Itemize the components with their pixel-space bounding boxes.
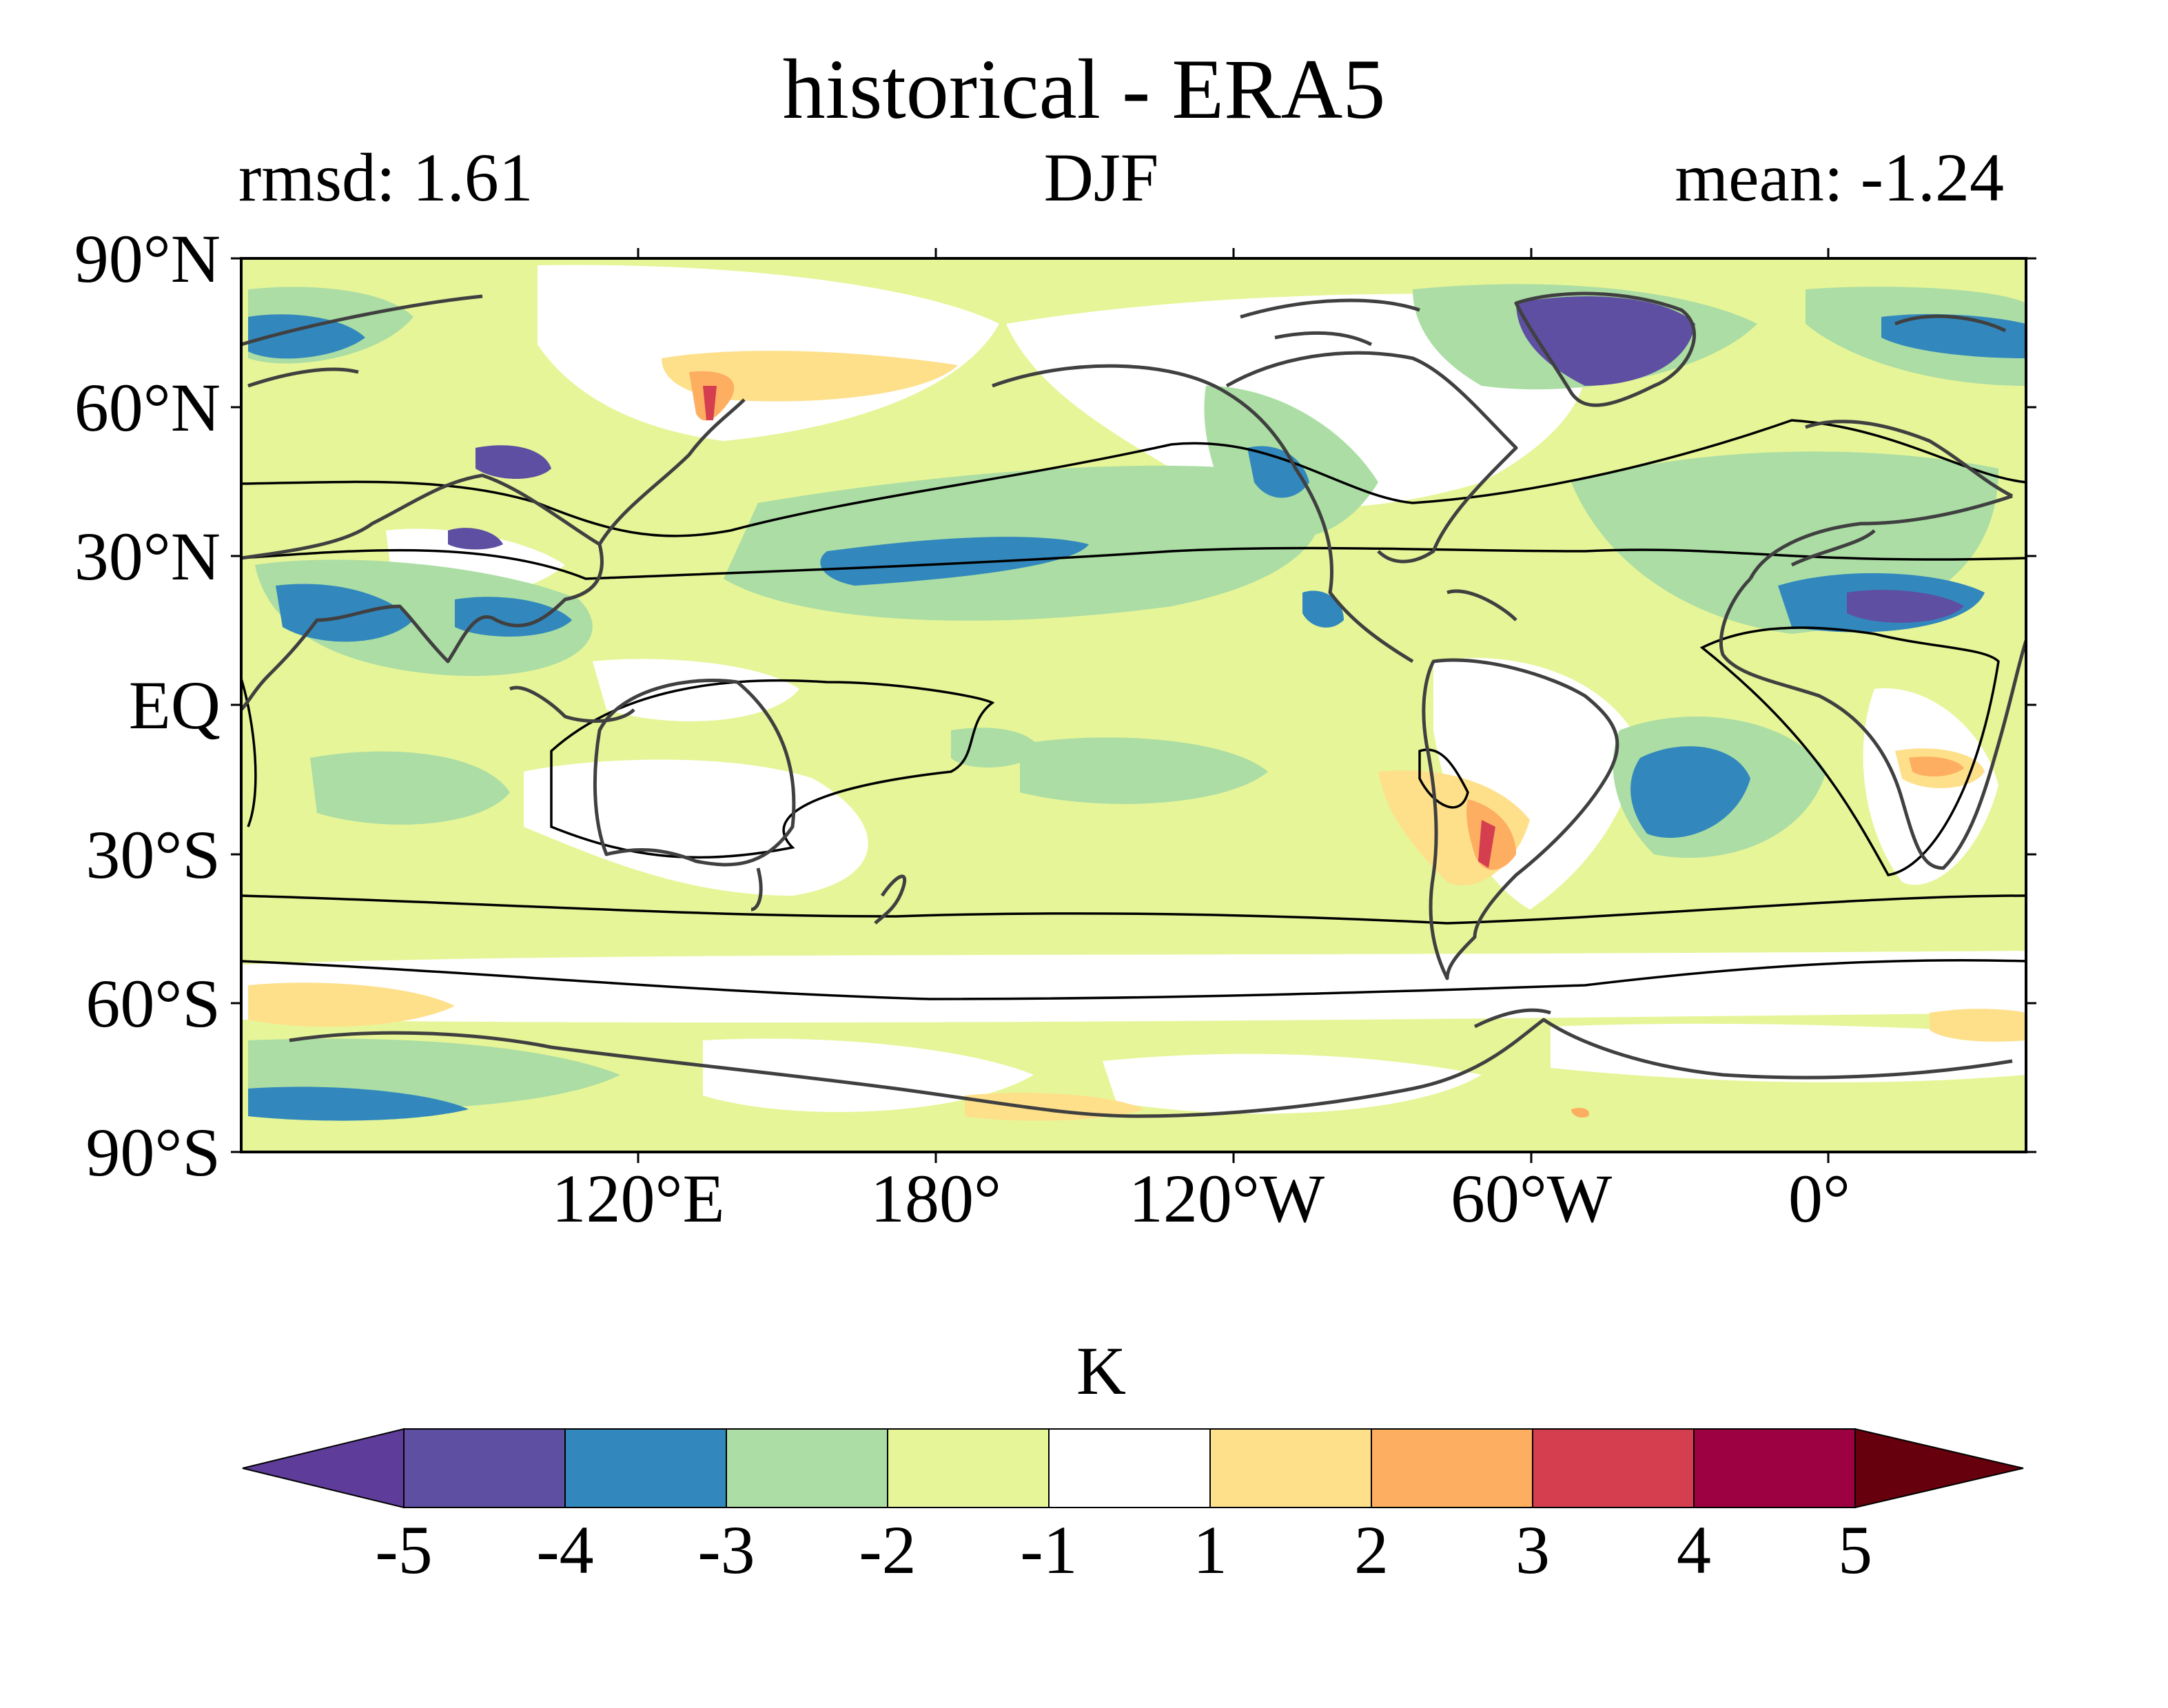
colorbar-tick-label: 3 <box>1515 1512 1550 1588</box>
positive-bias-regions <box>248 351 2026 1121</box>
colorbar-tick-label: 5 <box>1838 1512 1872 1588</box>
map-frame <box>231 248 2036 1163</box>
lon-label-120e: 120°E <box>551 1160 725 1237</box>
coastlines <box>241 291 2026 1118</box>
lon-label-60w: 60°W <box>1450 1160 1613 1237</box>
colorbar-tick-label: -1 <box>1020 1512 1078 1588</box>
colorbar-segment <box>1209 1428 1372 1508</box>
colorbar-segment <box>1048 1428 1211 1508</box>
map-title: historical - ERA5 <box>782 42 1386 136</box>
lat-label-30n: 30°N <box>74 518 221 595</box>
lat-label-eq: EQ <box>128 667 221 743</box>
colorbar-tick-label: 2 <box>1354 1512 1389 1588</box>
lon-label-0: 0° <box>1788 1160 1850 1237</box>
colorbar-segment <box>726 1428 888 1508</box>
colorbar <box>242 1428 2024 1509</box>
map-panel <box>241 258 2026 1152</box>
colorbar-tick-label: -4 <box>536 1512 594 1588</box>
colorbar-extend-low <box>242 1428 405 1509</box>
colorbar-tick-label: -3 <box>697 1512 755 1588</box>
colorbar-tick-label: 1 <box>1193 1512 1227 1588</box>
colorbar-segment <box>1693 1428 1856 1508</box>
mean-label: mean: -1.24 <box>1675 139 2004 216</box>
colorbar-tick-label: -2 <box>859 1512 917 1588</box>
bias-minus-4-to-minus-5 <box>448 296 1964 623</box>
lon-label-180: 180° <box>870 1160 1001 1237</box>
lat-label-30s: 30°S <box>85 816 221 893</box>
colorbar-tick-label: -5 <box>375 1512 433 1588</box>
lat-label-90n: 90°N <box>74 220 221 297</box>
season-label: DJF <box>1043 139 1159 216</box>
colorbar-segment <box>1371 1428 1533 1508</box>
rmsd-label: rmsd: 1.61 <box>238 139 533 216</box>
lat-label-90s: 90°S <box>85 1114 221 1191</box>
lon-label-120w: 120°W <box>1128 1160 1325 1237</box>
colorbar-segment <box>887 1428 1050 1508</box>
colorbar-tick-label: 4 <box>1677 1512 1711 1588</box>
colorbar-segment <box>1532 1428 1695 1508</box>
lat-label-60s: 60°S <box>85 965 221 1042</box>
colorbar-segment <box>403 1428 566 1508</box>
colorbar-extend-high <box>1854 1428 2024 1509</box>
colorbar-unit-label: K <box>1076 1333 1127 1409</box>
lat-label-60n: 60°N <box>74 369 221 446</box>
colorbar-segment <box>564 1428 727 1508</box>
